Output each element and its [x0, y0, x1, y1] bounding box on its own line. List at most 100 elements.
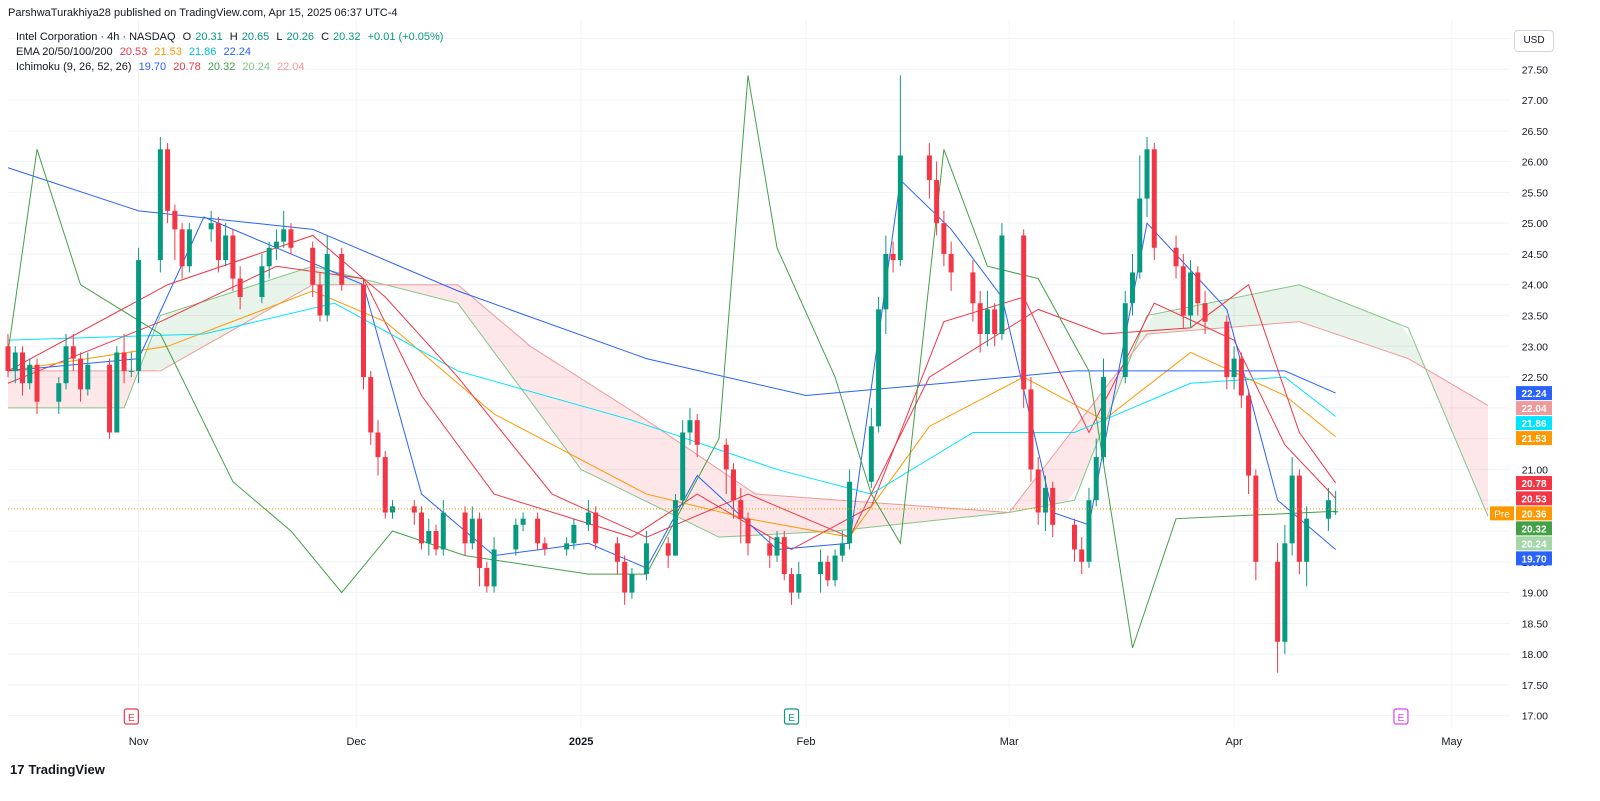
candle-body — [890, 253, 896, 261]
ichimoku-cloud-segment — [167, 308, 183, 367]
price-axis-label — [1516, 506, 1552, 521]
y-axis-tick-label: 22.50 — [1522, 372, 1548, 384]
candle-body — [1050, 487, 1056, 525]
ichimoku-cloud-segment — [893, 504, 908, 525]
ichimoku-cloud-segment — [1328, 296, 1343, 337]
ema-200-value: 22.24 — [223, 46, 252, 58]
tradingview-logo[interactable]: 17 TradingView — [10, 762, 105, 777]
symbol-legend: Intel Corporation · 4h · NASDAQ O 20.31 H… — [16, 31, 447, 43]
price-axis-label-text: 21.86 — [1521, 419, 1546, 430]
candle-body — [1028, 389, 1034, 470]
ohlc-change: +0.01 (+0.05%) — [367, 31, 444, 43]
price-axis-label — [1516, 491, 1552, 506]
candle-body — [237, 278, 243, 298]
candle-body — [390, 506, 396, 513]
ichimoku-cloud-segment — [936, 507, 952, 521]
earnings-event-label: E — [128, 713, 135, 724]
candle-body — [535, 518, 541, 544]
ichimoku-cloud-segment — [660, 430, 676, 516]
ichimoku-cloud-segment — [399, 284, 415, 293]
price-axis-label — [1516, 536, 1552, 551]
candle-body — [172, 210, 178, 230]
x-axis-tick-label: May — [1441, 736, 1462, 748]
ichimoku-cloud-segment — [1154, 311, 1169, 334]
candle-body — [520, 518, 526, 525]
ichimoku-cloud-segment — [704, 459, 719, 538]
x-axis-tick-label: Nov — [129, 736, 149, 748]
ohlc-open: O 20.31 — [182, 31, 223, 43]
price-axis-label-text: 22.04 — [1521, 404, 1546, 415]
ichimoku-lagging-line — [7, 75, 1336, 649]
ichimoku-cloud-segment — [283, 270, 299, 302]
candle-body — [1202, 303, 1208, 322]
y-axis-tick-label: 19.00 — [1522, 588, 1548, 600]
candle-body — [1289, 475, 1295, 544]
ichimoku-cloud-segment — [1241, 293, 1256, 327]
y-axis-tick-label: 25.50 — [1522, 187, 1548, 199]
ichimoku-cloud-segment — [211, 294, 226, 343]
candle-body — [1093, 457, 1099, 501]
ema-100-value: 21.86 — [188, 46, 217, 58]
candle-body — [1021, 235, 1027, 390]
candle-body — [281, 229, 287, 242]
y-axis-tick-label: 25.00 — [1522, 218, 1548, 230]
candle-body — [926, 155, 932, 181]
candle-body — [208, 223, 214, 230]
price-axis-label — [1516, 401, 1552, 416]
candle-body — [1071, 524, 1077, 550]
candle-body — [672, 500, 678, 556]
candle-body — [1035, 469, 1041, 513]
candle-body — [63, 346, 69, 384]
candle-body — [324, 253, 330, 316]
price-axis-label — [1516, 475, 1552, 490]
candle-body — [34, 364, 40, 402]
candle-body — [1079, 549, 1085, 562]
ichimoku-cloud-segment — [182, 303, 197, 359]
candle-body — [1238, 358, 1244, 396]
candle-body — [643, 543, 649, 575]
candle-body — [593, 512, 599, 544]
candle-body — [27, 364, 33, 384]
candle-body — [339, 253, 345, 285]
tradingview-mark-icon: 17 — [10, 762, 25, 777]
ichimoku-cloud-segment — [1371, 313, 1387, 352]
ichimoku-legend[interactable]: Ichimoku (9, 26, 52, 26) 19.70 20.78 20.… — [16, 61, 309, 73]
ichimoku-span-b-line — [8, 284, 1489, 514]
ichimoku-cloud-segment — [515, 333, 531, 401]
candle-body — [738, 500, 744, 519]
x-axis-tick-label: 2025 — [569, 736, 593, 748]
candle-body — [360, 284, 366, 378]
premarket-tag — [1490, 506, 1514, 521]
ichimoku-cloud-segment — [1168, 308, 1184, 333]
ichimoku-cloud-segment — [1400, 324, 1416, 363]
candle-body — [585, 512, 591, 525]
candle-body — [564, 543, 570, 550]
ema-legend[interactable]: EMA 20/50/100/200 20.53 21.53 21.86 22.2… — [16, 46, 255, 58]
earnings-event-label: E — [788, 713, 795, 724]
price-axis-label — [1516, 521, 1552, 536]
ichimoku-cloud-segment — [1270, 287, 1285, 325]
ema-50-value: 21.53 — [154, 46, 182, 58]
price-axis-label — [1516, 416, 1552, 431]
candle-body — [375, 432, 381, 458]
candle-body — [419, 512, 425, 544]
y-axis-tick-label: 23.00 — [1522, 341, 1548, 353]
ichimoku-cloud-segment — [588, 383, 603, 481]
ohlc-high: H 20.65 — [229, 31, 270, 43]
candle-body — [622, 561, 628, 593]
candle-body — [897, 155, 903, 261]
ichimoku-cloud-segment — [95, 370, 110, 408]
candle-body — [614, 543, 620, 562]
ichimoku-conversion-value: 19.70 — [138, 61, 167, 73]
candle-body — [767, 543, 773, 556]
ema-line-ema-20 — [7, 265, 1337, 551]
candle-body — [128, 370, 134, 372]
candle-body — [774, 537, 780, 556]
price-axis-label-text: 21.53 — [1521, 434, 1546, 445]
candle-body — [723, 444, 729, 470]
candle-body — [984, 309, 990, 334]
candle-body — [288, 229, 294, 248]
currency-button[interactable]: USD — [1514, 30, 1554, 52]
candle-body — [411, 506, 417, 513]
